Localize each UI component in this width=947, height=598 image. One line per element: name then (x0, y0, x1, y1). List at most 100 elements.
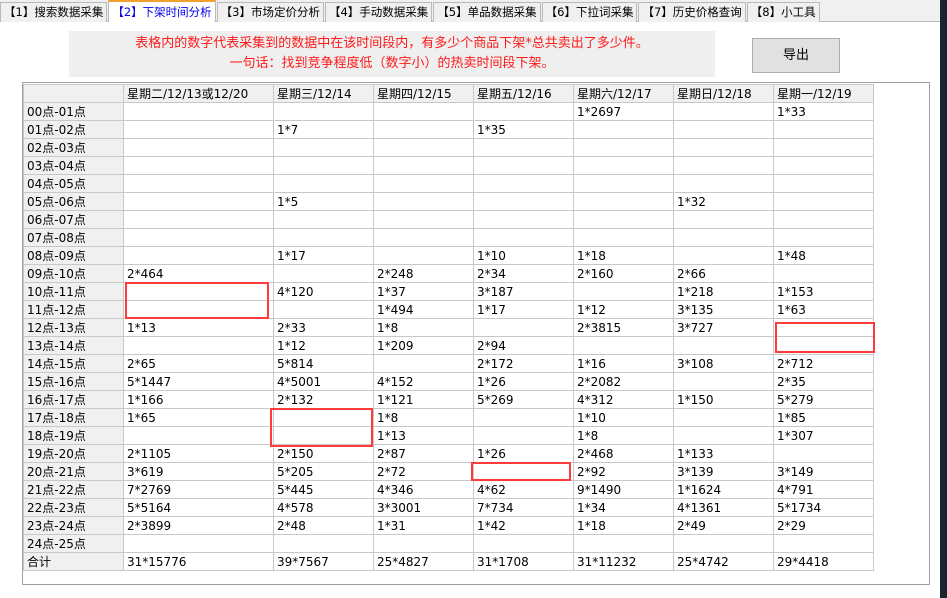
table-cell[interactable]: 1*18 (573, 516, 674, 535)
table-cell[interactable] (573, 282, 674, 301)
table-cell[interactable]: 1*8 (573, 426, 674, 445)
table-cell[interactable]: 2*3899 (123, 516, 274, 535)
table-cell[interactable] (123, 156, 274, 175)
table-cell[interactable] (473, 228, 574, 247)
table-cell[interactable]: 1*42 (473, 516, 574, 535)
table-cell[interactable] (573, 174, 674, 193)
table-cell[interactable]: 2*248 (373, 264, 474, 283)
table-cell[interactable]: 1*10 (473, 246, 574, 265)
table-cell[interactable]: 1*63 (773, 300, 874, 319)
table-cell[interactable]: 1*5 (273, 192, 374, 211)
tab-6[interactable]: 【6】下拉词采集 (541, 2, 638, 22)
table-cell[interactable]: 1*494 (373, 300, 474, 319)
table-cell[interactable] (473, 192, 574, 211)
table-cell[interactable]: 31*11232 (573, 552, 674, 571)
tab-4[interactable]: 【4】手动数据采集 (324, 2, 433, 22)
table-cell[interactable] (473, 156, 574, 175)
table-cell[interactable] (473, 318, 574, 337)
table-cell[interactable]: 2*49 (673, 516, 774, 535)
table-cell[interactable] (473, 426, 574, 445)
table-cell[interactable]: 1*37 (373, 282, 474, 301)
table-cell[interactable] (573, 228, 674, 247)
table-cell[interactable] (373, 138, 474, 157)
tab-8[interactable]: 【8】小工具 (746, 2, 820, 22)
table-cell[interactable] (673, 336, 774, 355)
table-cell[interactable] (573, 534, 674, 553)
table-cell[interactable] (373, 174, 474, 193)
table-cell[interactable]: 1*218 (673, 282, 774, 301)
table-cell[interactable] (123, 210, 274, 229)
table-cell[interactable] (123, 228, 274, 247)
table-cell[interactable]: 1*121 (373, 390, 474, 409)
table-cell[interactable] (373, 210, 474, 229)
table-cell[interactable] (573, 138, 674, 157)
table-cell[interactable]: 2*87 (373, 444, 474, 463)
table-cell[interactable]: 2*1105 (123, 444, 274, 463)
table-cell[interactable] (473, 102, 574, 121)
table-cell[interactable] (373, 156, 474, 175)
table-cell[interactable]: 3*619 (123, 462, 274, 481)
table-cell[interactable] (673, 372, 774, 391)
table-cell[interactable] (123, 120, 274, 139)
table-cell[interactable] (123, 174, 274, 193)
table-cell[interactable] (673, 120, 774, 139)
table-cell[interactable] (473, 408, 574, 427)
table-cell[interactable]: 1*35 (473, 120, 574, 139)
table-cell[interactable] (673, 138, 774, 157)
table-cell[interactable]: 2*29 (773, 516, 874, 535)
table-cell[interactable] (773, 228, 874, 247)
table-cell[interactable] (573, 336, 674, 355)
table-cell[interactable] (473, 138, 574, 157)
table-cell[interactable]: 1*8 (373, 408, 474, 427)
table-cell[interactable]: 4*346 (373, 480, 474, 499)
table-cell[interactable] (773, 174, 874, 193)
table-cell[interactable] (673, 534, 774, 553)
table-cell[interactable]: 3*149 (773, 462, 874, 481)
tab-2[interactable]: 【2】下架时间分析 (108, 0, 216, 23)
table-cell[interactable] (373, 102, 474, 121)
table-cell[interactable]: 1*16 (573, 354, 674, 373)
table-cell[interactable] (573, 210, 674, 229)
table-cell[interactable] (673, 210, 774, 229)
table-cell[interactable]: 1*1624 (673, 480, 774, 499)
table-cell[interactable]: 39*7567 (273, 552, 374, 571)
table-cell[interactable]: 2*92 (573, 462, 674, 481)
table-cell[interactable] (373, 192, 474, 211)
table-cell[interactable]: 2*48 (273, 516, 374, 535)
table-cell[interactable] (773, 156, 874, 175)
table-cell[interactable]: 2*94 (473, 336, 574, 355)
table-cell[interactable]: 1*31 (373, 516, 474, 535)
table-cell[interactable]: 2*712 (773, 354, 874, 373)
table-cell[interactable] (673, 228, 774, 247)
table-cell[interactable]: 9*1490 (573, 480, 674, 499)
table-cell[interactable]: 5*445 (273, 480, 374, 499)
table-cell[interactable]: 1*7 (273, 120, 374, 139)
table-cell[interactable]: 4*578 (273, 498, 374, 517)
table-cell[interactable]: 4*120 (273, 282, 374, 301)
table-cell[interactable] (573, 120, 674, 139)
table-cell[interactable]: 25*4742 (673, 552, 774, 571)
table-cell[interactable] (373, 534, 474, 553)
table-cell[interactable]: 5*5164 (123, 498, 274, 517)
table-cell[interactable] (573, 192, 674, 211)
table-cell[interactable]: 1*33 (773, 102, 874, 121)
table-cell[interactable]: 1*32 (673, 192, 774, 211)
table-cell[interactable]: 1*307 (773, 426, 874, 445)
table-cell[interactable]: 4*312 (573, 390, 674, 409)
table-cell[interactable]: 1*209 (373, 336, 474, 355)
table-cell[interactable]: 4*62 (473, 480, 574, 499)
table-cell[interactable]: 1*133 (673, 444, 774, 463)
table-cell[interactable]: 3*139 (673, 462, 774, 481)
table-cell[interactable]: 1*48 (773, 246, 874, 265)
table-cell[interactable]: 7*2769 (123, 480, 274, 499)
table-cell[interactable]: 1*8 (373, 318, 474, 337)
table-cell[interactable]: 2*160 (573, 264, 674, 283)
table-cell[interactable] (123, 534, 274, 553)
table-cell[interactable]: 1*18 (573, 246, 674, 265)
table-cell[interactable]: 1*85 (773, 408, 874, 427)
table-cell[interactable]: 5*1734 (773, 498, 874, 517)
table-cell[interactable] (373, 354, 474, 373)
tab-7[interactable]: 【7】历史价格查询 (638, 2, 746, 22)
table-cell[interactable]: 2*3815 (573, 318, 674, 337)
table-cell[interactable]: 1*13 (123, 318, 274, 337)
